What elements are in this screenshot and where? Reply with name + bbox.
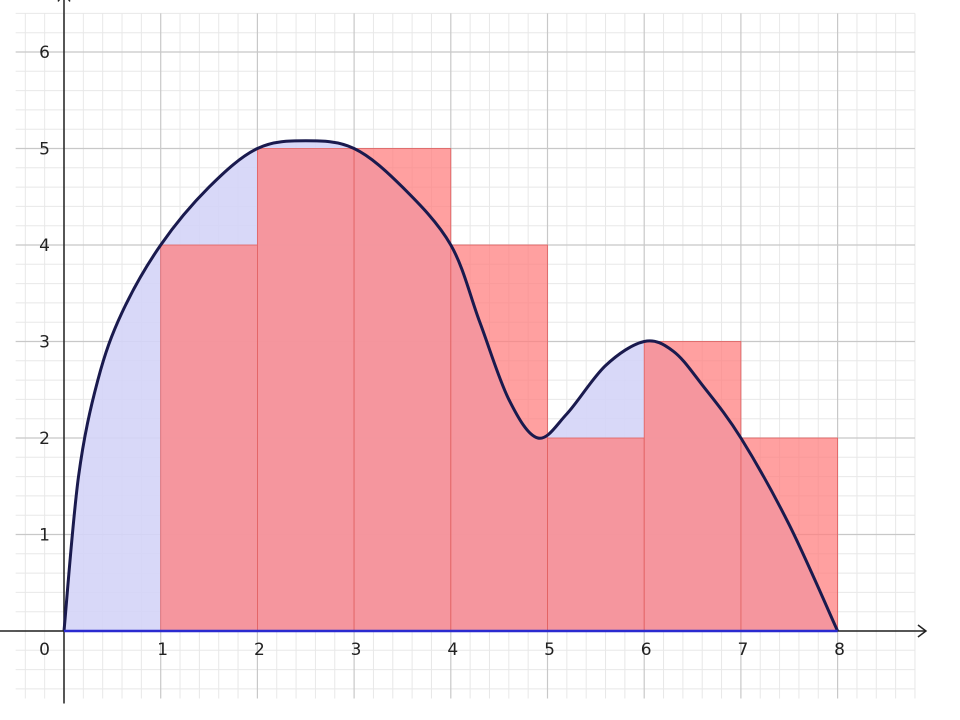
riemann-rectangle-5 bbox=[547, 437, 645, 632]
riemann-rectangle-4 bbox=[450, 244, 548, 632]
x-tick-label: 7 bbox=[737, 640, 748, 660]
origin-label: 0 bbox=[39, 640, 50, 660]
riemann-rectangle-2 bbox=[256, 148, 355, 632]
x-tick-label: 3 bbox=[351, 640, 362, 660]
tick-labels: 1 2 3 4 5 6 7 8 1 2 3 4 5 6 0 bbox=[39, 43, 845, 660]
x-tick-label: 2 bbox=[254, 640, 265, 660]
y-tick-label: 1 bbox=[39, 526, 50, 546]
function-curve bbox=[62, 139, 839, 632]
x-tick-label: 1 bbox=[157, 640, 168, 660]
x-tick-label: 8 bbox=[834, 640, 845, 660]
x-axis-arrow bbox=[917, 624, 928, 638]
x-tick-label: 6 bbox=[641, 640, 652, 660]
y-tick-label: 4 bbox=[39, 236, 50, 256]
riemann-rectangles bbox=[160, 148, 839, 632]
riemann-rectangle-1 bbox=[160, 244, 258, 632]
riemann-rectangle-3 bbox=[353, 148, 452, 632]
y-tick-label: 3 bbox=[39, 333, 50, 353]
riemann-rectangle-7 bbox=[740, 437, 839, 632]
y-tick-label: 2 bbox=[39, 429, 50, 449]
y-tick-label: 5 bbox=[39, 140, 50, 160]
riemann-rectangle-6 bbox=[643, 341, 742, 632]
y-tick-label: 6 bbox=[39, 43, 50, 63]
x-tick-label: 5 bbox=[544, 640, 555, 660]
x-tick-label: 4 bbox=[447, 640, 458, 660]
